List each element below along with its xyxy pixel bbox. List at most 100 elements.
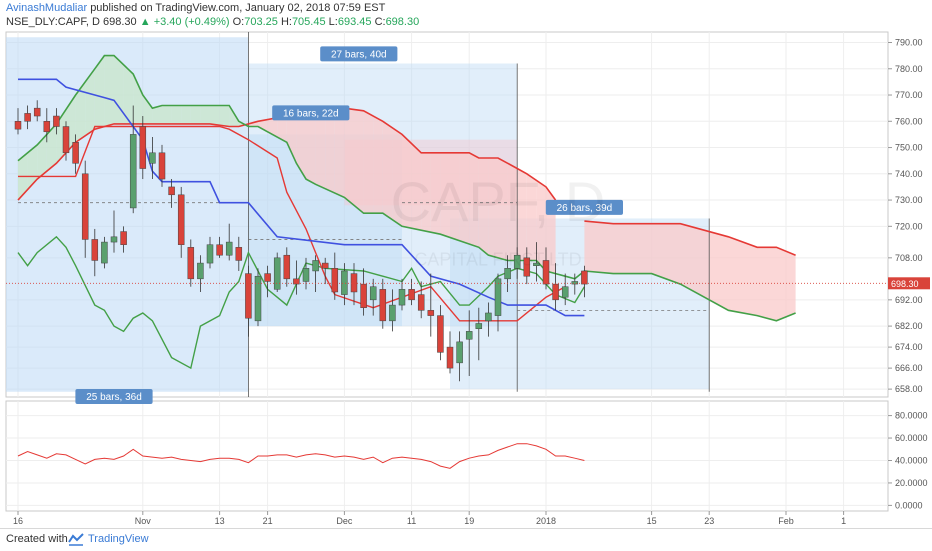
candle-body[interactable]	[91, 239, 99, 261]
candle-body[interactable]	[581, 270, 588, 285]
ichimoku-cloud	[133, 74, 143, 124]
candle-body[interactable]	[81, 173, 89, 240]
candle-body[interactable]	[571, 281, 579, 285]
candle-body[interactable]	[101, 241, 108, 264]
rsi-axis-label: 40.0000	[895, 455, 928, 465]
high-label: H:	[280, 16, 292, 28]
ichimoku-cloud	[536, 180, 546, 271]
candle-body[interactable]	[494, 278, 502, 316]
ichimoku-cloud	[123, 64, 134, 124]
candle-body[interactable]	[197, 262, 204, 280]
candle-body[interactable]	[245, 273, 252, 319]
candle-body[interactable]	[369, 286, 377, 301]
price-axis-label: 692.00	[895, 295, 923, 305]
candle-body[interactable]	[149, 152, 156, 164]
candle-body[interactable]	[264, 273, 271, 282]
candle-body[interactable]	[341, 270, 348, 295]
candle-body[interactable]	[389, 304, 396, 322]
candle-body[interactable]	[168, 186, 175, 196]
senkou-span-a-future-line	[584, 270, 796, 322]
candle-body[interactable]	[408, 289, 415, 301]
candle-body[interactable]	[254, 275, 262, 322]
candle-body[interactable]	[331, 268, 339, 293]
candle-body[interactable]	[504, 268, 511, 280]
candle-body[interactable]	[533, 262, 540, 266]
candle-body[interactable]	[14, 121, 22, 130]
ichimoku-cloud	[402, 134, 412, 229]
ichimoku-cloud	[37, 134, 47, 180]
candle-body[interactable]	[312, 260, 319, 272]
candle-body[interactable]	[475, 323, 483, 329]
price-axis-label: 730.00	[895, 195, 923, 205]
candle-body[interactable]	[350, 273, 358, 293]
candle-body[interactable]	[225, 241, 233, 256]
time-axis-label: 16	[13, 516, 23, 526]
candle-body[interactable]	[129, 134, 137, 209]
candle-body[interactable]	[446, 346, 454, 369]
candle-body[interactable]	[360, 283, 367, 308]
candle-body[interactable]	[379, 289, 387, 322]
open-label: O:	[232, 16, 245, 28]
candle-body[interactable]	[456, 341, 463, 364]
price-axis-label: 740.00	[895, 169, 923, 179]
candle-body[interactable]	[110, 236, 118, 243]
candle-body[interactable]	[24, 113, 31, 122]
candle-body[interactable]	[561, 286, 569, 298]
candle-body[interactable]	[437, 315, 444, 353]
candle-body[interactable]	[43, 121, 51, 133]
candle-body[interactable]	[283, 254, 291, 280]
range-label: 26 bars, 39d	[557, 203, 613, 214]
ichimoku-cloud	[152, 105, 162, 124]
candle-body[interactable]	[293, 278, 300, 285]
candle-body[interactable]	[465, 331, 473, 340]
author-link[interactable]: AvinashMudaliar	[6, 2, 88, 14]
candle-body[interactable]	[302, 268, 310, 282]
candle-body[interactable]	[187, 247, 195, 280]
candle-body[interactable]	[216, 244, 223, 256]
ichimoku-cloud	[219, 105, 230, 127]
base-line	[18, 125, 566, 322]
candle-body[interactable]	[427, 310, 435, 316]
price-axis-label: 708.00	[895, 253, 923, 263]
candle-body[interactable]	[62, 126, 70, 154]
candle-body[interactable]	[398, 289, 406, 306]
ichimoku-cloud	[526, 173, 537, 261]
up-triangle-icon: ▲	[139, 16, 151, 28]
candle-body[interactable]	[139, 126, 147, 169]
tradingview-logo-icon	[68, 533, 84, 546]
candle-body[interactable]	[120, 231, 127, 245]
candle-body[interactable]	[158, 152, 166, 180]
symbol-name[interactable]: NSE_DLY:CAPF, D	[6, 16, 100, 28]
price-chart[interactable]: 698.30 27 bars, 40d 16 bars, 22d 25 bars, 3…	[0, 0, 932, 528]
candle-body[interactable]	[33, 107, 41, 117]
price-axis-label: 682.00	[895, 321, 923, 331]
price-axis-label: 674.00	[895, 342, 923, 352]
candle-body[interactable]	[206, 244, 214, 264]
candle-body[interactable]	[542, 260, 550, 285]
time-axis-label: 13	[215, 516, 225, 526]
ichimoku-cloud	[114, 55, 124, 124]
ichimoku-cloud	[94, 55, 105, 130]
tradingview-brand-link[interactable]: TradingView	[88, 533, 149, 545]
candle-body[interactable]	[417, 294, 425, 311]
ichimoku-cloud	[469, 152, 479, 248]
ichimoku-cloud	[85, 68, 95, 136]
range-label-box	[545, 199, 623, 215]
candle-body[interactable]	[523, 257, 531, 277]
time-axis-label: 19	[464, 516, 474, 526]
candle-body[interactable]	[235, 247, 243, 261]
candle-body[interactable]	[513, 254, 521, 269]
candle-body[interactable]	[273, 257, 281, 290]
ichimoku-cloud	[315, 108, 326, 189]
time-axis-label: 1	[841, 516, 846, 526]
candle-body[interactable]	[552, 283, 559, 301]
candle-body[interactable]	[72, 142, 79, 164]
ichimoku-cloud	[478, 158, 489, 256]
candle-body[interactable]	[485, 312, 492, 322]
candle-body[interactable]	[321, 262, 329, 269]
candle-body[interactable]	[53, 115, 60, 127]
publish-text: published on TradingView.com, January 02…	[90, 2, 386, 14]
range-label: 27 bars, 40d	[331, 49, 387, 60]
range-label-box	[75, 389, 153, 404]
candle-body[interactable]	[177, 194, 185, 245]
